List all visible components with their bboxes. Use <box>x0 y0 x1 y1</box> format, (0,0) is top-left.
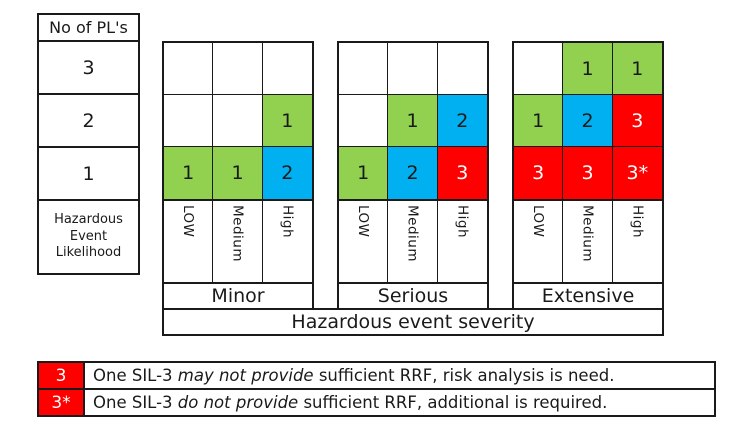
matrix-cell <box>213 43 263 95</box>
likelihood-label-cell: Medium <box>563 201 613 282</box>
matrix-extensive: 1 1 1 2 3 3 3 3* LOW Medium High Extensive <box>512 41 664 308</box>
matrix-cell: 1 <box>612 43 662 95</box>
matrix-cell: 2 <box>437 95 487 147</box>
matrix-cell: 1 <box>339 147 389 199</box>
matrix-cell: 1 <box>164 147 214 199</box>
matrix-cell <box>514 43 564 95</box>
likelihood-label-cell: LOW <box>164 201 214 282</box>
severity-axis-label: Hazardous event severity <box>162 308 664 336</box>
matrix-cell: 1 <box>388 95 438 147</box>
legend-key-badge: 3* <box>39 390 85 415</box>
matrix-cell: 3 <box>563 147 613 199</box>
legend-text-italic: may not provide <box>177 366 314 385</box>
likelihood-label-cell: LOW <box>514 201 564 282</box>
likelihood-label: High <box>454 205 471 239</box>
matrix-cell <box>339 43 389 95</box>
matrix-cell: 3* <box>612 147 662 199</box>
pl-table-header: No of PL's <box>39 15 138 42</box>
matrix-cell: 1 <box>563 43 613 95</box>
likelihood-label-row: LOW Medium High <box>162 201 314 284</box>
severity-category-label: Minor <box>162 284 314 308</box>
matrix-cell <box>388 43 438 95</box>
severity-category-label: Extensive <box>512 284 664 308</box>
likelihood-label-cell: High <box>613 201 662 282</box>
likelihood-label: LOW <box>180 205 197 238</box>
likelihood-label: LOW <box>530 205 547 238</box>
matrix-cell: 1 <box>514 95 564 147</box>
severity-category-label: Serious <box>337 284 489 308</box>
matrix-cell <box>164 95 214 147</box>
legend-key-badge: 3 <box>39 363 85 388</box>
likelihood-label: LOW <box>355 205 372 238</box>
legend-text-before: One SIL-3 <box>93 366 178 385</box>
likelihood-label-cell: Medium <box>388 201 438 282</box>
matrix-cell: 2 <box>262 147 312 199</box>
risk-matrix-grid: 1 1 1 2 3 3 3 3* <box>512 41 664 201</box>
likelihood-label: Medium <box>404 205 421 262</box>
likelihood-axis-label: Hazardous Event Likelihood <box>54 211 123 261</box>
legend-text-after: sufficient RRF, risk analysis is need. <box>313 366 615 385</box>
matrix-cell <box>339 95 389 147</box>
legend-text-italic: do not provide <box>177 393 299 412</box>
likelihood-label-cell: High <box>438 201 487 282</box>
pl-count-row-3: 3 <box>39 42 138 95</box>
matrix-cell: 1 <box>262 95 312 147</box>
matrix-serious: 1 2 1 2 3 LOW Medium High Serious <box>337 41 489 308</box>
likelihood-label: Medium <box>579 205 596 262</box>
matrix-minor: 1 1 1 2 LOW Medium High Minor <box>162 41 314 308</box>
matrix-cell: 3 <box>437 147 487 199</box>
matrix-cell: 3 <box>612 95 662 147</box>
legend-table: 3 One SIL-3 may not provide sufficient R… <box>37 361 716 417</box>
matrix-cell: 2 <box>563 95 613 147</box>
matrix-cell <box>437 43 487 95</box>
matrix-cell: 2 <box>388 147 438 199</box>
likelihood-label-cell: High <box>263 201 312 282</box>
likelihood-label: High <box>279 205 296 239</box>
likelihood-label-cell: Medium <box>213 201 263 282</box>
likelihood-label-row: LOW Medium High <box>337 201 489 284</box>
matrix-cell: 1 <box>213 147 263 199</box>
matrix-cell <box>164 43 214 95</box>
matrix-cell: 3 <box>514 147 564 199</box>
pl-count-row-2: 2 <box>39 95 138 148</box>
matrix-cell <box>213 95 263 147</box>
legend-text: One SIL-3 do not provide sufficient RRF,… <box>85 390 714 415</box>
pl-count-row-1: 1 <box>39 148 138 201</box>
legend-text-before: One SIL-3 <box>93 393 178 412</box>
likelihood-label: High <box>629 205 646 239</box>
matrix-cell <box>262 43 312 95</box>
pl-count-table: No of PL's 3 2 1 Hazardous Event Likelih… <box>37 13 140 275</box>
legend-text-after: sufficient RRF, additional is required. <box>298 393 608 412</box>
likelihood-label: Medium <box>229 205 246 262</box>
likelihood-label-row: LOW Medium High <box>512 201 664 284</box>
legend-text: One SIL-3 may not provide sufficient RRF… <box>85 363 714 388</box>
legend-row: 3 One SIL-3 may not provide sufficient R… <box>39 363 714 390</box>
legend-row: 3* One SIL-3 do not provide sufficient R… <box>39 390 714 415</box>
likelihood-label-cell: LOW <box>339 201 389 282</box>
